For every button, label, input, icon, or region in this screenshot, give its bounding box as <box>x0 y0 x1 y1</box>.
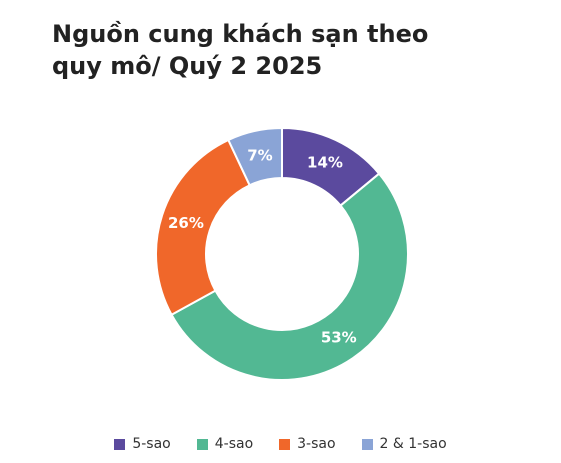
legend-label-4-sao: 4-sao <box>214 436 254 452</box>
legend-swatch-2-1-sao <box>361 438 373 450</box>
legend-item-5-sao: 5-sao <box>114 436 171 452</box>
legend-swatch-4-sao <box>196 438 208 450</box>
slice-4-sao <box>170 172 409 381</box>
chart-title-line-2: quy mô/ Quý 2 2025 <box>52 52 323 80</box>
slice-2-1-sao <box>227 126 283 187</box>
legend-label-3-sao: 3-sao <box>297 436 336 452</box>
chart-legend: 5-sao 4-sao 3-sao 2 & 1-sao <box>0 436 561 452</box>
slice-label-5-sao: 14% <box>307 154 343 172</box>
legend-item-4-sao: 4-sao <box>196 436 254 452</box>
chart-title-line-1: Nguồn cung khách sạn theo <box>52 20 429 48</box>
legend-swatch-5-sao <box>114 438 126 450</box>
slice-3-sao <box>155 138 251 317</box>
donut-chart: 14% 53% 26% 7% <box>155 126 409 381</box>
legend-item-2-1-sao: 2 & 1-sao <box>361 436 447 452</box>
legend-label-2-1-sao: 2 & 1-sao <box>379 436 447 452</box>
slice-label-4-sao: 53% <box>321 329 357 347</box>
slice-label-2-1-sao: 7% <box>247 146 272 164</box>
legend-label-5-sao: 5-sao <box>132 436 171 452</box>
chart-title: Nguồn cung khách sạn theo quy mô/ Quý 2 … <box>52 18 472 82</box>
legend-swatch-3-sao <box>279 438 291 450</box>
slice-label-3-sao: 26% <box>168 214 204 232</box>
legend-item-3-sao: 3-sao <box>279 436 336 452</box>
